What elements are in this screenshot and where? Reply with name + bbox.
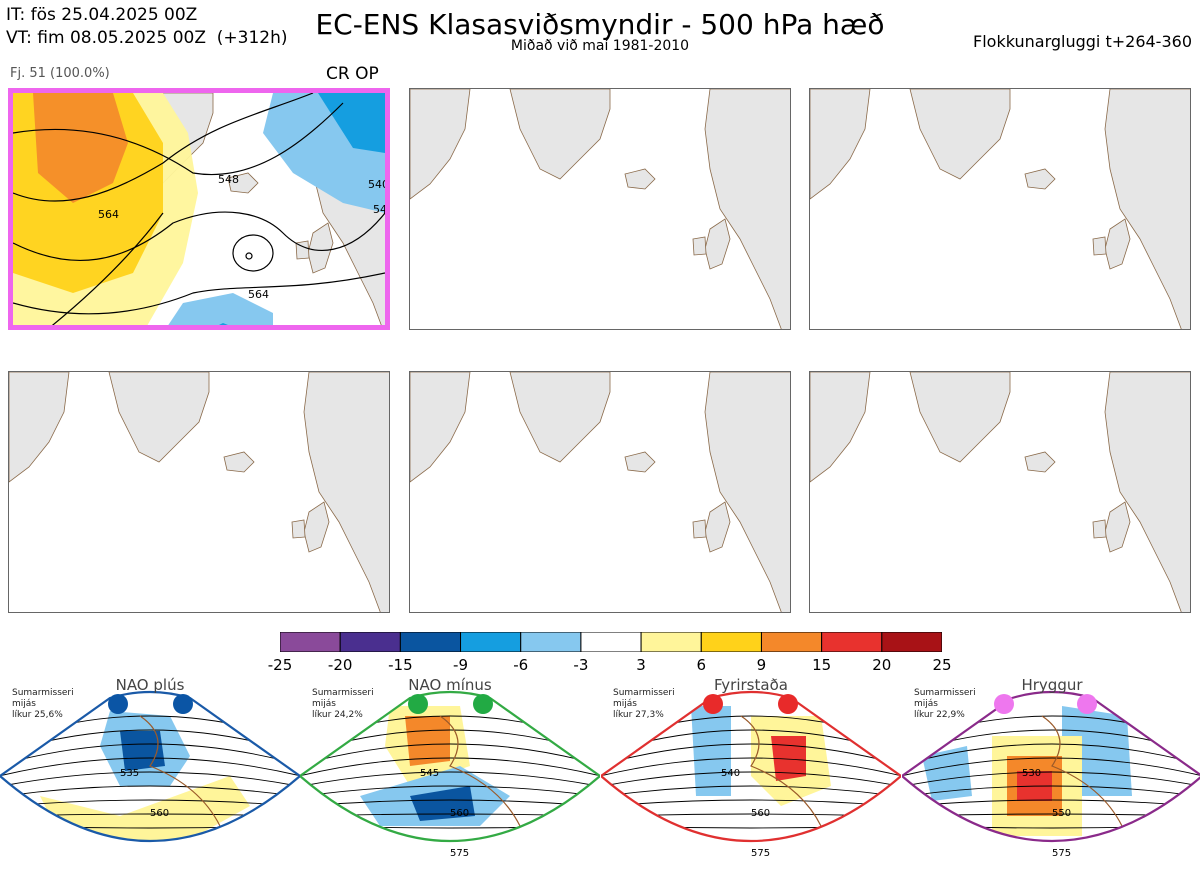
colorbar-tick-label: 25 [932, 656, 952, 674]
colorbar-tick-label: 15 [812, 656, 832, 674]
regime-info-line: líkur 24,2% [312, 710, 363, 720]
coastline-map [410, 372, 790, 612]
regime-dot [408, 694, 428, 714]
member-tag: CR OP [326, 64, 379, 84]
regime-dot [1077, 694, 1097, 714]
anomaly-overlay: 548 564 564 540 548 [13, 93, 385, 325]
map-panel-empty [809, 371, 1191, 613]
regime-contour-label: 540 [721, 768, 740, 779]
regime-info-line: Sumarmisseri [914, 688, 976, 698]
colorbar-segment [821, 632, 883, 652]
coastline-map [810, 372, 1190, 612]
colorbar-tick-label: 3 [636, 656, 646, 674]
coastline-map [810, 89, 1190, 329]
colorbar-segment [881, 632, 942, 652]
regime-map: 535 560 [0, 690, 302, 843]
regime-info-line: mijás [914, 699, 938, 709]
map-panel-empty [8, 371, 390, 613]
colorbar-tick-label: 6 [696, 656, 707, 674]
colorbar-segment [640, 632, 702, 652]
regime-info: Sumarmisseri mijás líkur 25,6% [12, 688, 74, 721]
header-times: IT: fös 25.04.2025 00Z VT: fim 08.05.2025… [6, 4, 288, 50]
regime-name: NAO mínus [408, 676, 492, 694]
regime-info-line: líkur 27,3% [613, 710, 664, 720]
colorbar-segment [460, 632, 522, 652]
regime-dot [778, 694, 798, 714]
regime-contour-label: 560 [751, 808, 770, 819]
contour-label: 548 [218, 173, 239, 186]
regime-info-line: Sumarmisseri [613, 688, 675, 698]
regime-dot [173, 694, 193, 714]
regime-map: 545 560 575 [298, 690, 602, 859]
colorbar-segment [580, 632, 642, 652]
regime-contour-label: 545 [420, 768, 439, 779]
regime-info-line: mijás [613, 699, 637, 709]
regime-map: 530 550 575 [900, 690, 1200, 859]
colorbar-segment [700, 632, 762, 652]
initial-time: IT: fös 25.04.2025 00Z [6, 5, 198, 25]
page-subtitle: Miðað við maí 1981-2010 [510, 38, 690, 54]
page-title: EC-ENS Klasasviðsmyndir - 500 hPa hæð [315, 8, 885, 41]
valid-time: VT: fim 08.05.2025 00Z (+312h) [6, 28, 288, 48]
map-panel-member: 548 564 564 540 548 [8, 88, 390, 330]
regime-panel: 530 550 575 Hryggur Sumarmisseri mijás líkur 2… [900, 676, 1200, 871]
coastline-map [9, 372, 389, 612]
colorbar-tick-label: -9 [453, 656, 469, 674]
regime-dot [108, 694, 128, 714]
contour-label: 564 [248, 288, 269, 301]
regime-dot [473, 694, 493, 714]
classification-window: Flokkunargluggi t+264-360 [973, 32, 1192, 51]
regime-contour-label: 535 [120, 768, 139, 779]
colorbar-tick-label: -15 [388, 656, 413, 674]
coastline-map [410, 89, 790, 329]
regime-contour-label: 560 [150, 808, 169, 819]
colorbar-segment [399, 632, 462, 652]
contour-label: 548 [373, 203, 385, 216]
regime-info-line: mijás [12, 699, 36, 709]
regime-info: Sumarmisseri mijás líkur 22,9% [914, 688, 976, 721]
regime-contour-label: 530 [1022, 768, 1041, 779]
colorbar-segment [520, 632, 582, 652]
colorbar-tick-label: -25 [267, 656, 293, 674]
regime-info-line: líkur 25,6% [12, 710, 63, 720]
regime-info-line: Sumarmisseri [12, 688, 74, 698]
regime-contour-label: 550 [1052, 808, 1071, 819]
regime-info: Sumarmisseri mijás líkur 24,2% [312, 688, 374, 721]
colorbar-tick-label: -3 [573, 656, 589, 674]
colorbar-segment [760, 632, 823, 652]
map-panel-empty [409, 88, 791, 330]
contour-label: 540 [368, 178, 385, 191]
regime-dot [994, 694, 1014, 714]
contour-label: 564 [98, 208, 119, 221]
regime-contour-label: 575 [1052, 848, 1071, 859]
member-label: Fj. 51 (100.0%) [10, 66, 110, 81]
regime-contour-label: 560 [450, 808, 469, 819]
regime-contour-label: 575 [751, 848, 770, 859]
regime-panel: 540 560 575 Fyrirstaða Sumarmisseri mijás líku… [599, 676, 903, 871]
regime-info: Sumarmisseri mijás líkur 27,3% [613, 688, 675, 721]
regime-panel: 545 560 575 NAO mínus Sumarmisseri mijás líkur… [298, 676, 602, 871]
map-panel-empty [409, 371, 791, 613]
regime-panel: 535 560 NAO plús Sumarmisseri mijás líkur 25,… [0, 676, 302, 871]
colorbar-tick-label: -6 [513, 656, 529, 674]
regime-dot [703, 694, 723, 714]
colorbar-tick-label: 9 [756, 656, 767, 674]
colorbar-segment [339, 632, 401, 652]
colorbar-segment [280, 632, 341, 652]
regime-map: 540 560 575 [599, 690, 903, 859]
colorbar-tick-label: -20 [327, 656, 353, 674]
regime-contour-label: 575 [450, 848, 469, 859]
colorbar-tick-label: 20 [872, 656, 892, 674]
regime-name: NAO plús [115, 676, 185, 694]
regime-info-line: Sumarmisseri [312, 688, 374, 698]
regime-info-line: líkur 22,9% [914, 710, 965, 720]
regime-info-line: mijás [312, 699, 336, 709]
regime-name: Hryggur [1021, 676, 1083, 694]
colorbar [280, 632, 942, 652]
colorbar-labels: -25 -20 -15 -9 -6 -3 3 6 9 15 20 25 [240, 656, 980, 676]
map-panel-empty [809, 88, 1191, 330]
regime-name: Fyrirstaða [714, 676, 788, 694]
